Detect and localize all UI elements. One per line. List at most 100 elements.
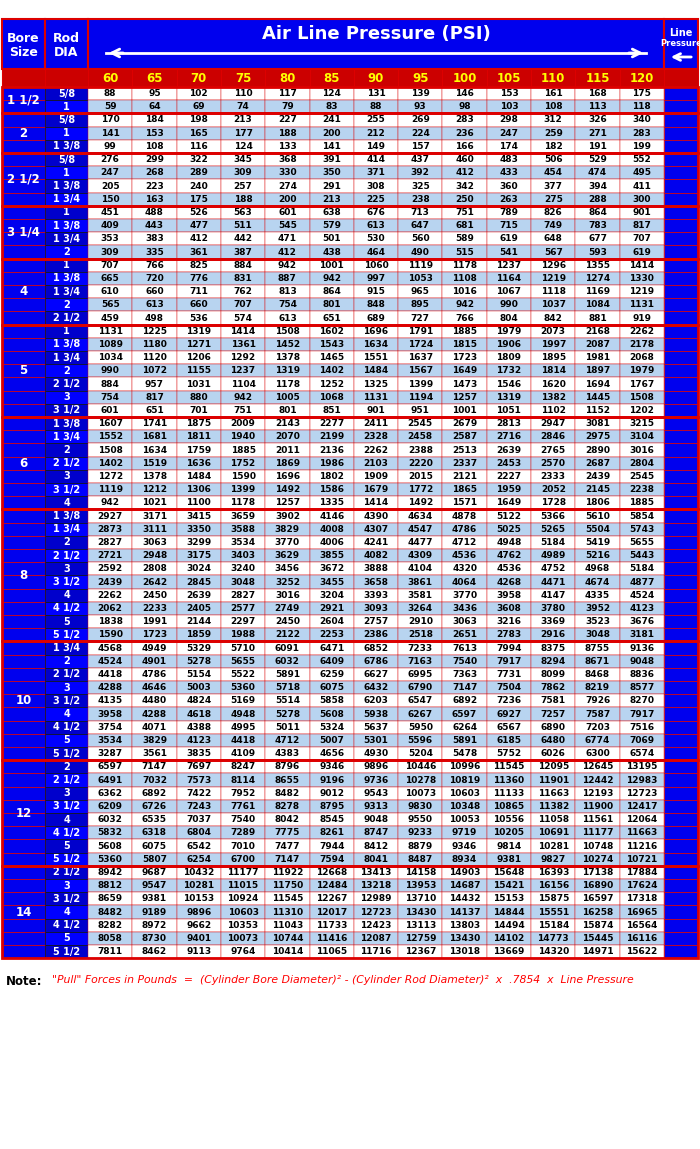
Text: 831: 831 [234,273,253,283]
Bar [221,787,265,800]
Bar [442,602,486,615]
Bar [221,470,265,483]
Text: 515: 515 [455,247,474,256]
Bar [265,140,309,153]
Text: 1: 1 [63,326,70,337]
Bar [354,377,398,391]
Bar [132,562,176,576]
Bar [265,602,309,615]
Text: 9346: 9346 [319,762,344,771]
Text: 368: 368 [278,155,297,164]
Bar [309,430,354,444]
Bar [486,126,531,140]
Bar [486,944,531,958]
Bar [2,246,45,259]
Bar [398,629,442,641]
Text: 1335: 1335 [319,499,344,508]
Text: 2122: 2122 [275,631,300,639]
Bar [398,114,442,126]
Bar [221,338,265,350]
Text: 2009: 2009 [230,419,256,429]
Bar [664,179,698,193]
Text: 942: 942 [455,300,474,309]
Bar [88,826,132,840]
Bar [531,153,575,167]
Text: 4634: 4634 [407,511,433,520]
Text: 1752: 1752 [230,458,256,468]
Text: 3 1/4: 3 1/4 [7,225,40,239]
Text: 4006: 4006 [319,538,344,547]
Text: 3204: 3204 [319,591,344,600]
Bar [354,167,398,179]
Text: 2199: 2199 [319,432,344,441]
Bar [531,246,575,259]
Bar [398,206,442,219]
Bar [664,100,698,114]
Bar [176,232,221,246]
Bar [620,259,664,272]
Text: 11922: 11922 [272,867,303,877]
Bar [664,893,698,905]
Bar [620,403,664,417]
Text: 9189: 9189 [142,908,167,917]
Bar [664,761,698,773]
Bar [221,417,265,430]
Text: 3456: 3456 [275,564,300,573]
Text: 259: 259 [544,129,563,138]
Bar [45,641,88,655]
Bar [88,246,132,259]
Text: 4901: 4901 [142,657,167,665]
Text: 4618: 4618 [186,709,211,718]
Bar [309,826,354,840]
Bar [531,866,575,879]
Bar [620,246,664,259]
Bar [2,193,45,206]
Text: 7163: 7163 [407,657,433,665]
Text: 10744: 10744 [272,934,303,943]
Bar [45,694,88,708]
Text: 2577: 2577 [230,604,256,612]
Bar [531,285,575,299]
Bar [2,20,45,69]
Text: 7516: 7516 [629,723,655,732]
Bar [265,509,309,523]
Text: 7147: 7147 [274,855,300,864]
Text: 11382: 11382 [538,802,569,811]
Bar [2,681,45,694]
Bar [354,681,398,694]
Bar [2,470,45,483]
Bar [575,840,620,853]
Bar [664,853,698,866]
Text: 335: 335 [145,247,164,256]
Bar [176,813,221,826]
Bar [531,905,575,918]
Bar [575,219,620,232]
Text: 813: 813 [278,287,297,296]
Bar [309,535,354,549]
Text: 2405: 2405 [186,604,211,612]
Bar [620,932,664,944]
Text: 1679: 1679 [363,485,389,494]
Text: 3770: 3770 [275,538,300,547]
Text: 4471: 4471 [540,578,566,586]
Bar [221,496,265,509]
Text: 13113: 13113 [405,920,436,930]
Bar [2,853,45,866]
Bar [45,549,88,562]
Text: 1068: 1068 [319,393,344,402]
Bar [531,761,575,773]
Text: 236: 236 [455,129,474,138]
Bar [354,694,398,708]
Bar [176,866,221,879]
Bar [88,338,132,350]
Bar [132,866,176,879]
Bar [176,734,221,747]
Bar [132,483,176,496]
Text: 1271: 1271 [186,340,211,349]
Text: 2233: 2233 [142,604,167,612]
Bar [354,853,398,866]
Text: 9113: 9113 [186,947,211,956]
Bar [354,787,398,800]
Bar [664,140,698,153]
Text: 161: 161 [544,90,563,98]
